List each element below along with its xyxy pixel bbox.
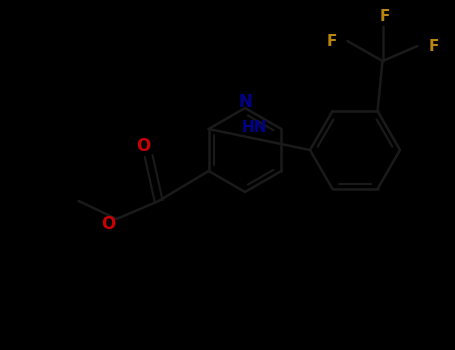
Text: F: F [326,34,337,49]
Text: F: F [428,38,439,54]
Text: O: O [136,137,151,155]
Text: HN: HN [242,120,267,135]
Text: F: F [379,8,389,23]
Text: O: O [101,215,116,233]
Text: N: N [238,93,252,111]
